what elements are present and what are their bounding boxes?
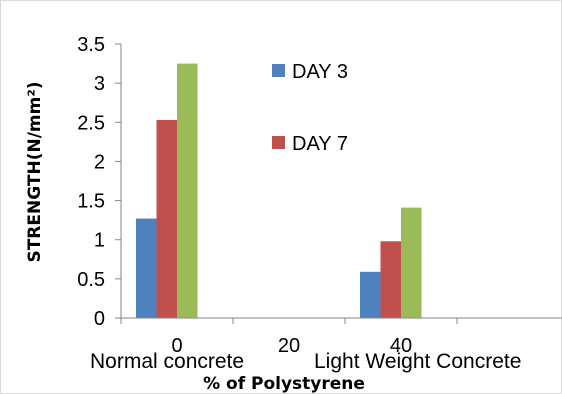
- y-tick-label: 3.5: [77, 34, 105, 56]
- bar: [136, 218, 157, 318]
- x-axis-title: % of Polystyrene: [203, 374, 365, 394]
- y-tick-label: 1: [94, 230, 105, 252]
- bar: [156, 119, 177, 319]
- y-tick-label: 2: [94, 151, 105, 173]
- x-tick-label: 20: [278, 335, 300, 357]
- y-tick-label: 3: [94, 73, 105, 95]
- x-tick-label: 40: [390, 335, 412, 357]
- bar: [360, 271, 381, 318]
- bar: [380, 241, 401, 318]
- y-tick-label: 0: [94, 308, 105, 330]
- bar: [401, 207, 422, 318]
- y-ticks-group: 0 0.5 1 1.5 2 2.5 3 3.5: [77, 34, 121, 330]
- category-name-normal: Normal concrete: [90, 350, 244, 373]
- x-tick-label: 0: [171, 335, 182, 357]
- y-tick-label: 0.5: [77, 269, 105, 291]
- legend-swatch: [272, 64, 285, 77]
- legend-label: DAY 3: [292, 61, 348, 83]
- bars-group: [136, 63, 422, 319]
- x-ticks-group: 0 20 40: [120, 318, 458, 357]
- y-tick-label: 2.5: [77, 112, 105, 134]
- category-name-lightweight: Light Weight Concrete: [314, 350, 521, 373]
- y-tick-label: 1.5: [77, 191, 105, 213]
- y-axis-title: STRENGTH(N/mm²): [25, 81, 45, 262]
- legend: DAY 3 DAY 7: [272, 61, 348, 155]
- legend-label: DAY 7: [292, 133, 348, 155]
- legend-swatch: [272, 136, 285, 149]
- bar: [177, 63, 198, 319]
